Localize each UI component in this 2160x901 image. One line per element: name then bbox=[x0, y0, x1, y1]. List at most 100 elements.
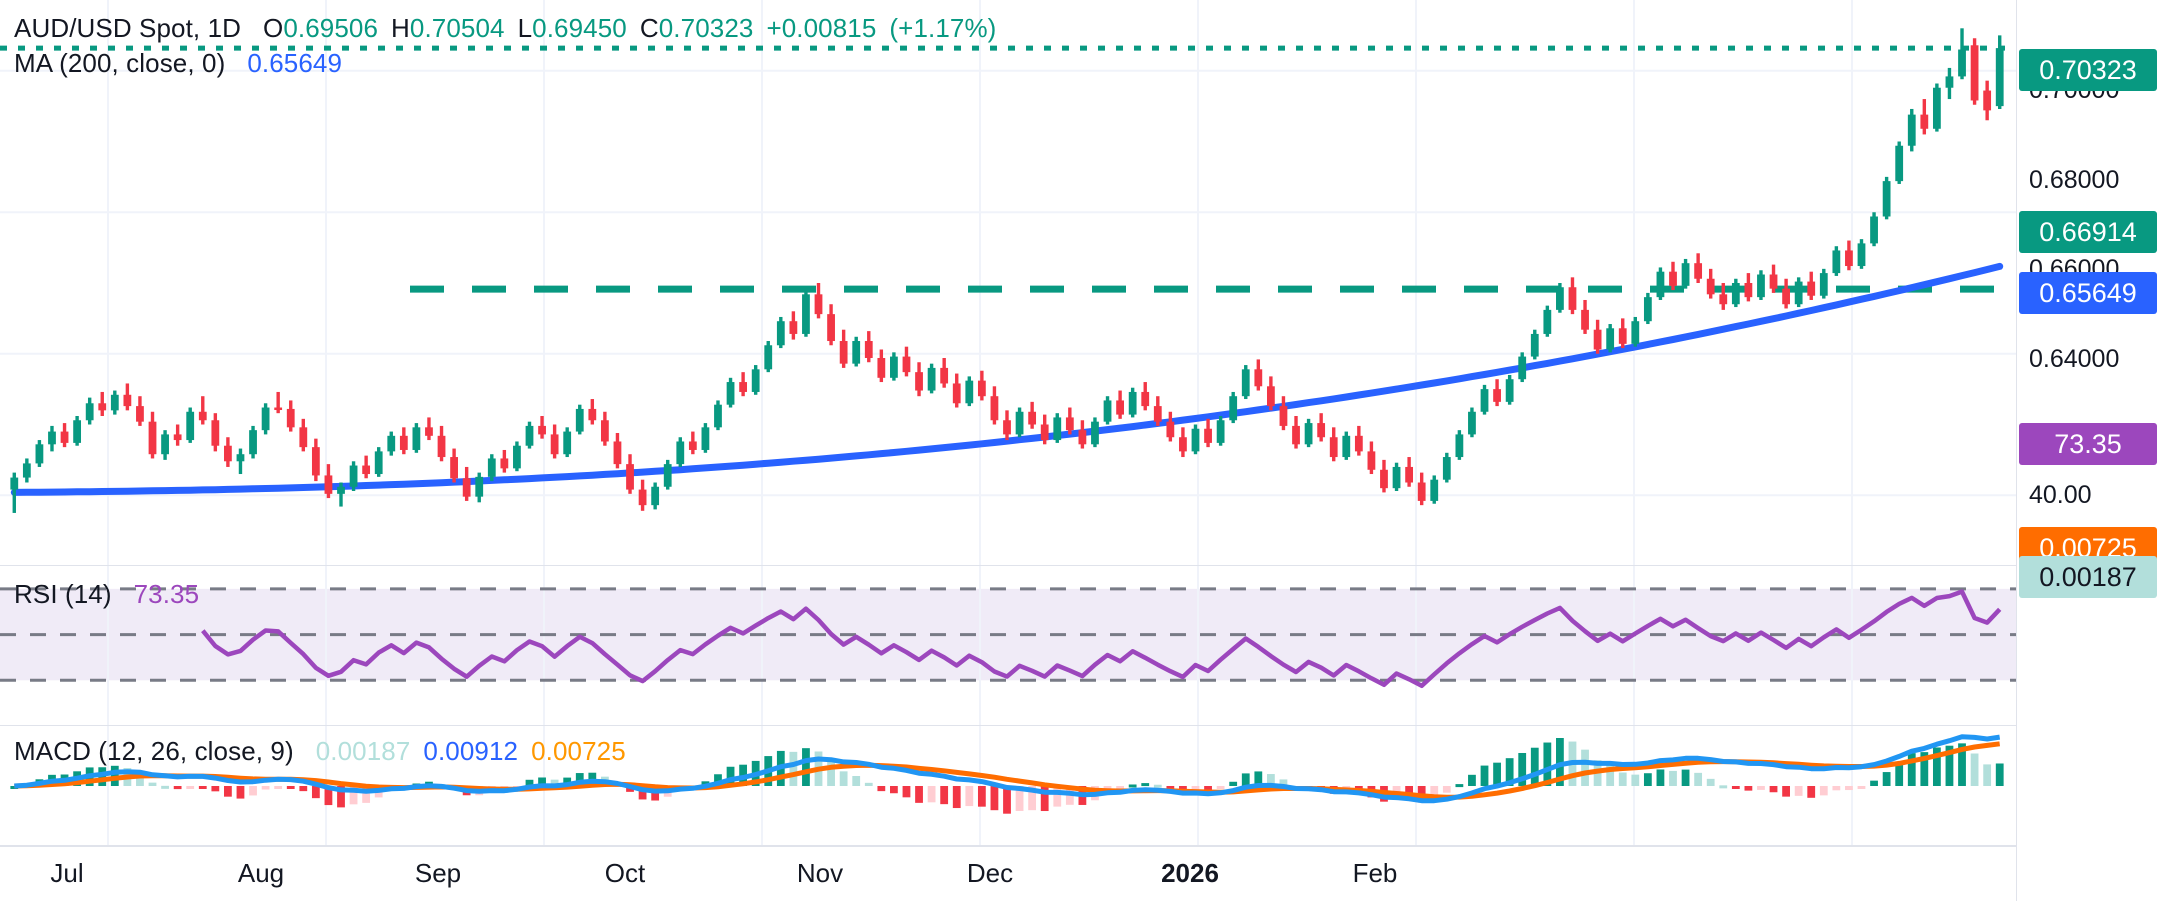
time-label-aug: Aug bbox=[237, 858, 285, 888]
candle-body bbox=[990, 396, 999, 421]
price-panel[interactable]: AUD/USD Spot, 1D O0.69506 H0.70504 L0.69450… bbox=[0, 0, 2160, 566]
macd-hist-bar bbox=[1128, 784, 1137, 788]
macd-hist-bar bbox=[1053, 786, 1062, 807]
macd-hist-bar bbox=[1040, 786, 1049, 812]
price-legend[interactable]: AUD/USD Spot, 1D O0.69506 H0.70504 L0.69450… bbox=[14, 13, 996, 44]
macd-hist-bar bbox=[1003, 786, 1011, 814]
macd-hist-bar bbox=[852, 775, 861, 786]
macd-hist-value: 0.00187 bbox=[315, 736, 411, 766]
macd-hist-bar bbox=[1782, 786, 1790, 797]
macd-hist-bar bbox=[525, 779, 534, 786]
candle-body bbox=[1832, 250, 1841, 274]
macd-hist-bar bbox=[1819, 786, 1828, 796]
price-scale[interactable]: 0.70000 0.68000 0.66000 0.64000 0.70323 … bbox=[2016, 0, 2160, 901]
candle-body bbox=[1631, 321, 1640, 344]
macd-hist-bar bbox=[1543, 742, 1552, 786]
time-label-oct: Oct bbox=[604, 858, 646, 888]
candle-body bbox=[550, 434, 559, 455]
candle-body bbox=[952, 383, 961, 404]
candle-body bbox=[1983, 90, 1992, 111]
macd-hist-bar bbox=[1493, 762, 1501, 786]
macd-hist-bar bbox=[1015, 786, 1024, 811]
macd-hist-badge[interactable]: 0.00187 bbox=[2019, 556, 2157, 598]
macd-hist-bar bbox=[1556, 738, 1564, 786]
macd-hist-bar bbox=[1757, 786, 1765, 790]
macd-hist-bar bbox=[1455, 784, 1464, 788]
macd-hist-bar bbox=[1958, 743, 1966, 786]
price-tick-3: 0.64000 bbox=[2029, 345, 2120, 373]
macd-hist-bar bbox=[136, 773, 144, 786]
macd-hist-bar bbox=[1945, 745, 1954, 786]
candle-body bbox=[1141, 391, 1150, 407]
macd-hist-bar bbox=[1606, 765, 1615, 786]
candle-body bbox=[965, 380, 974, 404]
candle-body bbox=[1040, 424, 1049, 441]
macd-hist-bar bbox=[224, 786, 232, 797]
candle-body bbox=[1015, 411, 1024, 435]
candle-body bbox=[1556, 287, 1564, 310]
macd-hist-bar bbox=[1719, 785, 1728, 789]
macd-hist-bar bbox=[902, 786, 911, 798]
macd-hist-bar bbox=[1430, 786, 1439, 800]
candle-body bbox=[1530, 333, 1539, 357]
candle-body bbox=[726, 382, 735, 405]
candle-body bbox=[399, 435, 408, 450]
candle-body bbox=[362, 465, 371, 475]
candle-body bbox=[1882, 181, 1891, 217]
candle-body bbox=[462, 478, 471, 497]
candle-body bbox=[1719, 294, 1728, 305]
candle-body bbox=[1807, 281, 1816, 296]
candle-body bbox=[688, 441, 697, 450]
candle-body bbox=[500, 458, 509, 469]
candle-body bbox=[123, 394, 132, 407]
time-label-feb: Feb bbox=[1352, 858, 1398, 888]
resistance-badge[interactable]: 0.66914 bbox=[2019, 211, 2157, 253]
macd-hist-bar bbox=[349, 786, 358, 805]
time-label-sep: Sep bbox=[414, 858, 462, 888]
macd-legend[interactable]: MACD (12, 26, close, 9) 0.00187 0.00912 0.0… bbox=[14, 736, 626, 767]
open-value: 0.69506 bbox=[283, 13, 379, 43]
ma-legend[interactable]: MA (200, close, 0) 0.65649 bbox=[14, 48, 342, 79]
rsi-value-badge[interactable]: 73.35 bbox=[2019, 423, 2157, 465]
macd-hist-bar bbox=[1166, 786, 1175, 789]
candle-body bbox=[651, 486, 660, 506]
macd-signal-line bbox=[14, 741, 2001, 800]
high-label: H bbox=[391, 13, 410, 43]
macd-line-value: 0.00912 bbox=[423, 736, 519, 766]
candle-body bbox=[915, 372, 923, 391]
candle-body bbox=[1581, 309, 1589, 330]
candle-body bbox=[387, 435, 396, 452]
macd-hist-bar bbox=[1279, 779, 1288, 786]
rsi-plot bbox=[0, 566, 2016, 726]
macd-line bbox=[14, 734, 2001, 804]
candle-body bbox=[286, 408, 295, 428]
candle-body bbox=[249, 430, 257, 455]
ma-price-badge[interactable]: 0.65649 bbox=[2019, 272, 2157, 314]
candle-body bbox=[1354, 435, 1363, 452]
macd-hist-bar bbox=[324, 786, 333, 806]
candle-body bbox=[1656, 271, 1665, 298]
macd-hist-bar bbox=[286, 786, 295, 789]
last-price-badge[interactable]: 0.70323 bbox=[2019, 49, 2157, 91]
candle-body bbox=[739, 382, 748, 392]
candle-body bbox=[1920, 114, 1929, 129]
macd-hist-bar bbox=[1254, 771, 1263, 786]
candle-body bbox=[1317, 423, 1326, 438]
candle-body bbox=[890, 356, 898, 378]
rsi-legend[interactable]: RSI (14) 73.35 bbox=[14, 579, 199, 610]
macd-hist-bar bbox=[965, 786, 974, 807]
time-axis[interactable]: Jul Aug Sep Oct Nov Dec 2026 Feb bbox=[0, 846, 2160, 901]
candle-body bbox=[1103, 400, 1112, 422]
macd-hist-bar bbox=[1631, 774, 1640, 786]
change-value: +0.00815 bbox=[766, 13, 877, 43]
macd-hist-bar bbox=[1141, 783, 1150, 787]
price-plot bbox=[0, 0, 2016, 566]
macd-hist-bar bbox=[1229, 781, 1238, 786]
candle-body bbox=[1669, 271, 1677, 286]
rsi-panel[interactable]: RSI (14) 73.35 bbox=[0, 566, 2160, 726]
macd-panel[interactable]: MACD (12, 26, close, 9) 0.00187 0.00912 0.0… bbox=[0, 726, 2160, 846]
candle-body bbox=[1430, 479, 1439, 501]
candle-body bbox=[802, 294, 810, 334]
panel-divider-rsi-macd bbox=[0, 725, 2016, 726]
open-label: O bbox=[263, 13, 284, 43]
